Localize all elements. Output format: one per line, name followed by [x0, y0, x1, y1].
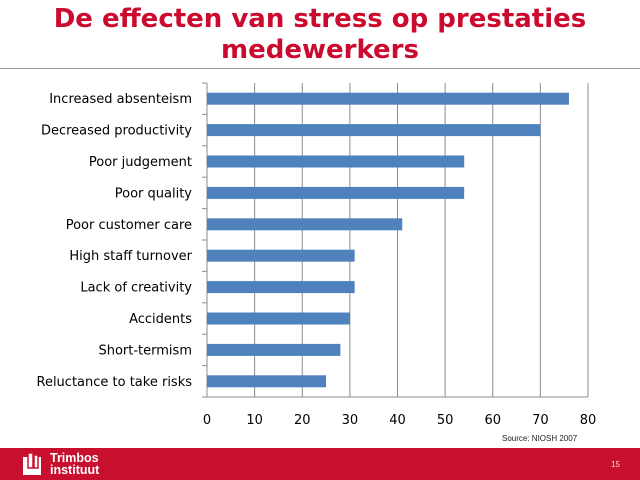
x-tick-label: 40: [389, 413, 406, 428]
bar: [207, 281, 355, 294]
x-tick-label: 30: [342, 413, 359, 428]
logo-line-2: instituut: [50, 463, 100, 477]
bar: [207, 375, 327, 388]
category-label: Reluctance to take risks: [37, 375, 193, 390]
x-tick-label: 50: [437, 413, 454, 428]
category-label: Decreased productivity: [41, 124, 192, 139]
bar: [207, 92, 569, 105]
bar: [207, 343, 341, 356]
trimbos-logo-icon: [23, 453, 41, 475]
category-label: Poor customer care: [66, 218, 192, 233]
slide-title: De effecten van stress op prestaties med…: [53, 4, 587, 65]
category-label: Accidents: [129, 312, 192, 327]
category-label: High staff turnover: [69, 249, 192, 264]
logo-wordmark: Trimbos instituut: [50, 451, 100, 477]
source-note: Source: NIOSH 2007: [502, 434, 578, 443]
bar: [207, 186, 465, 199]
x-tick-label: 80: [580, 413, 597, 428]
page-number: 15: [611, 460, 620, 469]
x-tick-label: 20: [294, 413, 311, 428]
x-tick-label: 60: [484, 413, 501, 428]
category-label: Poor quality: [115, 186, 193, 201]
category-label: Increased absenteism: [49, 92, 192, 107]
x-tick-label: 10: [246, 413, 263, 428]
bar: [207, 124, 541, 137]
bar: [207, 218, 403, 231]
x-tick-label: 70: [532, 413, 549, 428]
bar: [207, 155, 465, 168]
bar-chart: Increased absenteism Decreased productivi…: [37, 82, 597, 428]
category-label: Short-termism: [98, 343, 192, 358]
category-label: Poor judgement: [89, 155, 192, 170]
title-divider: [0, 68, 640, 69]
bar: [207, 312, 350, 325]
bar: [207, 249, 355, 262]
logo-line-1: Trimbos: [50, 451, 99, 465]
footer-bar: Trimbos instituut 15: [0, 448, 640, 480]
x-tick-label: 0: [203, 413, 211, 428]
category-label: Lack of creativity: [80, 281, 192, 296]
